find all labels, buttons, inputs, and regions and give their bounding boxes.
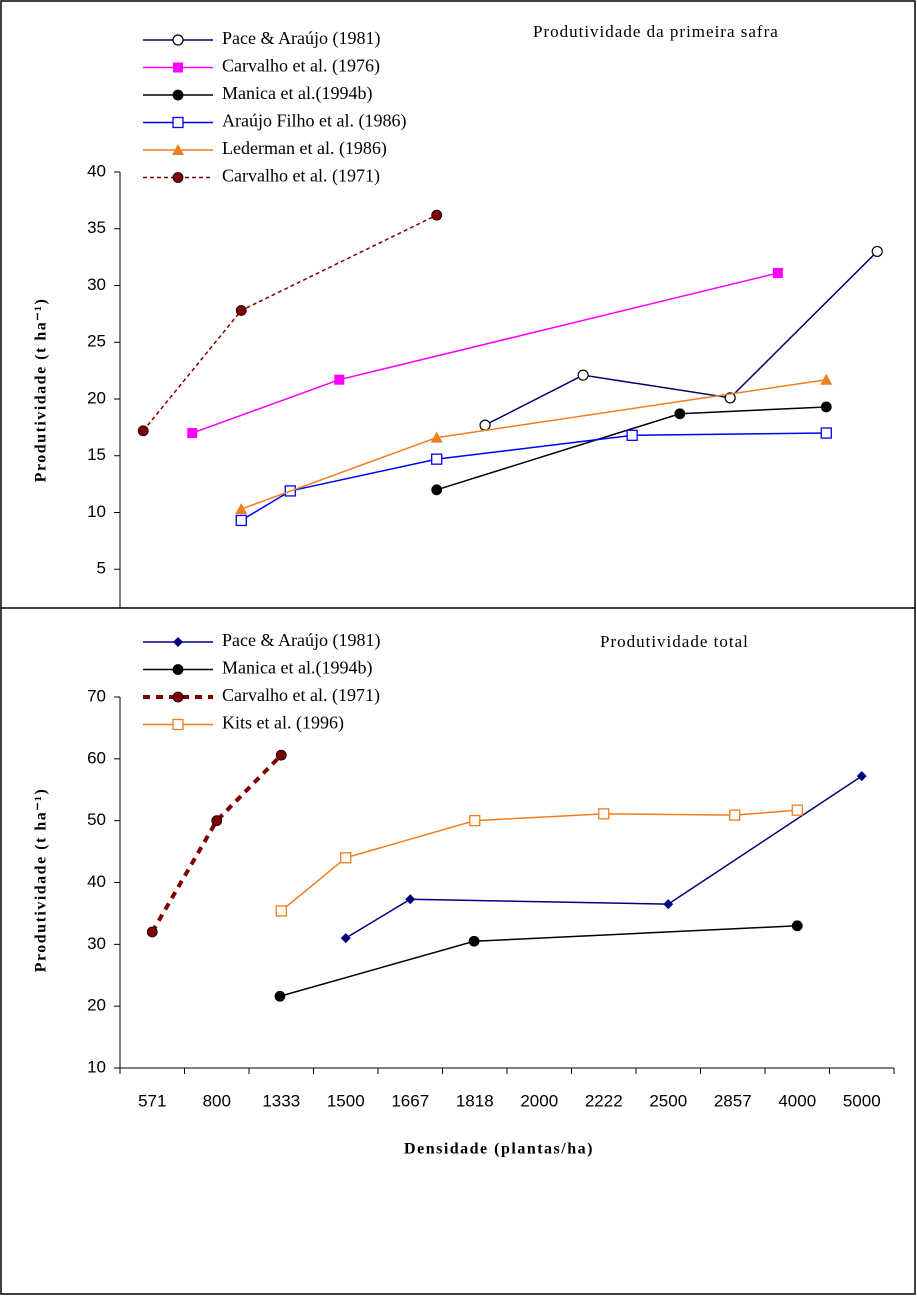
x-tick-label: 5000: [843, 1091, 881, 1110]
marker: [598, 808, 610, 820]
legend-marker: [172, 718, 184, 731]
marker: [820, 427, 832, 439]
marker: [663, 899, 674, 910]
marker: [235, 514, 247, 527]
x-tick-label: 800: [203, 1091, 231, 1110]
y-tick-label: 20: [87, 996, 106, 1015]
y-axis-label: Produtividade (t ha⁻¹): [33, 788, 50, 973]
y-tick-label: 40: [87, 161, 106, 180]
marker: [820, 373, 833, 385]
legend-marker: [172, 172, 184, 183]
x-tick-label: 1500: [327, 1091, 365, 1110]
legend-marker: [172, 89, 184, 101]
series-line: [241, 378, 827, 510]
marker: [235, 305, 247, 316]
marker: [674, 408, 686, 420]
marker: [340, 852, 352, 864]
marker: [577, 369, 589, 381]
legend-label: Kits et al. (1996): [222, 713, 344, 734]
legend-label: Pace & Araújo (1981): [222, 630, 380, 651]
y-tick-label: 15: [87, 445, 106, 464]
series-line: [280, 809, 798, 912]
x-tick-label: 2500: [649, 1091, 687, 1110]
legend-label: Lederman et al. (1986): [222, 138, 387, 159]
marker: [469, 815, 481, 827]
marker: [211, 815, 223, 827]
marker: [626, 429, 638, 441]
legend-label: Pace & Araújo (1981): [222, 28, 380, 49]
x-tick-label: 1667: [391, 1091, 429, 1110]
marker: [724, 392, 736, 404]
legend-marker: [172, 664, 184, 675]
marker: [146, 926, 158, 938]
marker: [431, 484, 443, 496]
marker: [468, 935, 480, 947]
marker: [820, 401, 832, 413]
marker: [137, 425, 149, 437]
series-line: [279, 925, 798, 997]
series-line: [150, 753, 283, 933]
marker: [431, 209, 443, 221]
series-line: [484, 250, 878, 426]
x-tick-label: 1818: [456, 1091, 494, 1110]
x-tick-label: 4000: [778, 1091, 816, 1110]
y-tick-label: 10: [87, 502, 106, 521]
legend-marker: [173, 637, 183, 647]
legend-marker: [172, 144, 184, 155]
marker: [479, 419, 491, 431]
x-tick-label: 1333: [262, 1091, 300, 1110]
legend-label: Carvalho et al. (1971): [222, 685, 380, 706]
marker: [275, 905, 287, 917]
marker: [235, 503, 248, 515]
legend-marker: [172, 691, 184, 703]
y-tick-label: 30: [87, 275, 106, 294]
y-tick-label: 30: [87, 934, 106, 953]
y-tick-label: 20: [87, 388, 106, 407]
marker: [772, 268, 783, 279]
y-axis-label: Produtividade (t ha⁻¹): [33, 298, 50, 483]
marker: [405, 894, 416, 905]
marker: [334, 374, 345, 385]
y-tick-label: 60: [87, 748, 106, 767]
y-tick-label: 50: [87, 810, 106, 829]
series-line: [142, 214, 438, 432]
legend-label: Manica et al.(1994b): [222, 658, 372, 679]
chart-title: Produtividade total: [600, 632, 749, 651]
marker: [275, 749, 287, 761]
legend-label: Manica et al.(1994b): [222, 83, 372, 104]
legend-label: Carvalho et al. (1976): [222, 56, 380, 77]
x-axis-label: Densidade (plantas/ha): [404, 1141, 594, 1158]
marker: [856, 771, 867, 782]
marker: [871, 245, 883, 258]
y-tick-label: 40: [87, 872, 106, 891]
x-tick-label: 2000: [520, 1091, 558, 1110]
series-line: [345, 775, 863, 939]
x-tick-label: 571: [138, 1091, 166, 1110]
chart-title: Produtividade da primeira safra: [533, 22, 779, 41]
y-tick-label: 25: [87, 332, 106, 351]
marker: [791, 920, 803, 932]
x-tick-label: 2222: [585, 1091, 623, 1110]
marker: [431, 453, 443, 465]
x-tick-label: 2857: [714, 1091, 752, 1110]
legend-label: Araújo Filho et al. (1986): [222, 111, 406, 132]
y-tick-label: 5: [97, 559, 106, 578]
marker: [187, 428, 198, 439]
y-tick-label: 35: [87, 218, 106, 237]
y-tick-label: 70: [87, 686, 106, 705]
series-line: [191, 272, 779, 434]
legend-marker: [172, 116, 184, 129]
y-tick-label: 10: [87, 1057, 106, 1076]
marker: [274, 990, 286, 1002]
marker: [340, 933, 351, 944]
legend-marker: [173, 62, 183, 73]
legend-marker: [172, 34, 184, 46]
legend-label: Carvalho et al. (1971): [222, 166, 380, 187]
marker: [430, 431, 443, 443]
marker: [791, 804, 803, 816]
marker: [729, 809, 741, 821]
